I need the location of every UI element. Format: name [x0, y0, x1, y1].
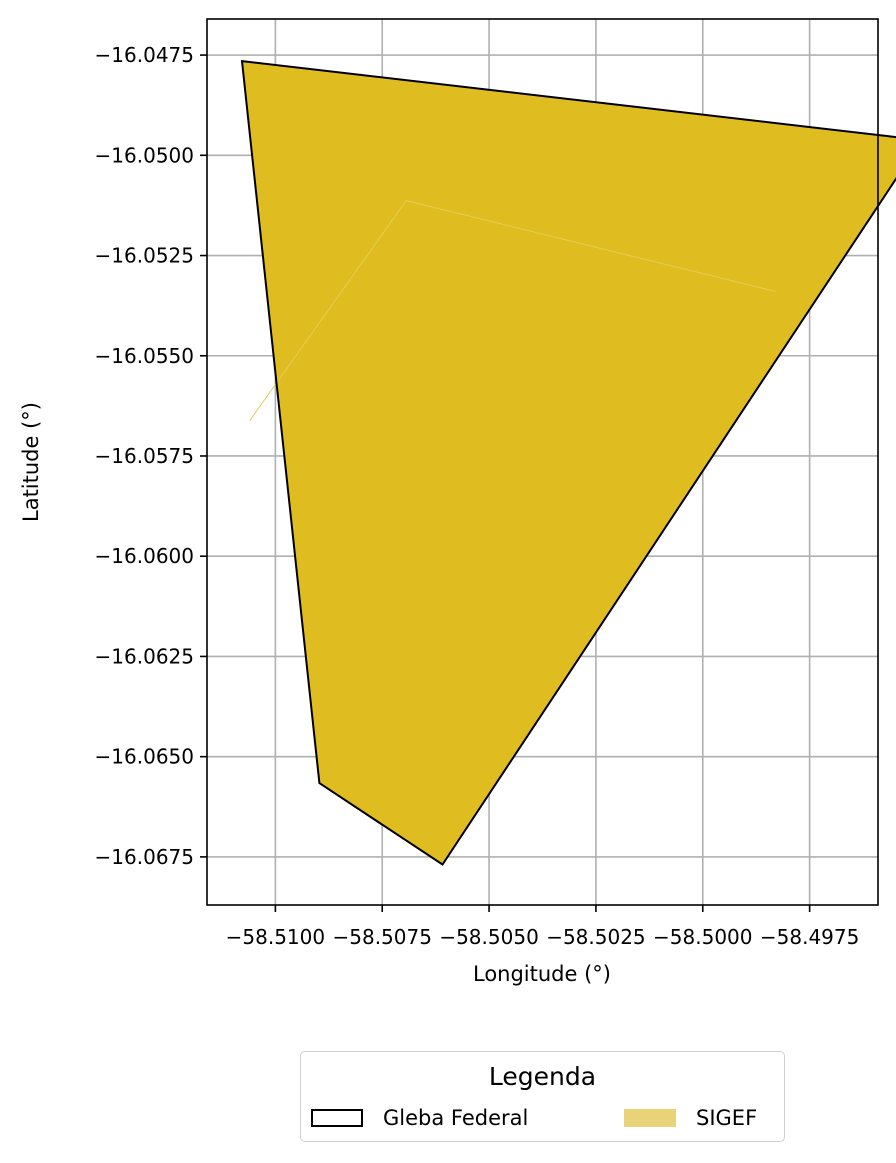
x-tick-label: −58.5050	[439, 925, 538, 949]
x-tick-label: −58.5025	[546, 925, 645, 949]
y-tick-label: −16.0550	[95, 344, 194, 368]
y-tick-label: −16.0500	[95, 143, 194, 167]
x-tick-label: −58.4975	[760, 925, 859, 949]
legend-label-gleba-federal: Gleba Federal	[383, 1106, 529, 1130]
legend-label-sigef: SIGEF	[696, 1106, 758, 1130]
y-axis-label: Latitude (°)	[19, 402, 43, 522]
y-tick-label: −16.0625	[95, 644, 194, 668]
gleba-federal-outline	[240, 59, 896, 866]
x-tick-label: −58.5000	[653, 925, 752, 949]
legend: Legenda Gleba Federal SIGEF	[300, 1051, 785, 1142]
y-tick-label: −16.0575	[95, 444, 194, 468]
axes-frame	[206, 18, 879, 906]
y-tick-label: −16.0600	[95, 544, 194, 568]
x-tick-label: −58.5075	[332, 925, 431, 949]
y-tick-label: −16.0650	[95, 745, 194, 769]
ticks: −58.5100 −58.5075 −58.5050 −58.5025 −58.5000…	[95, 43, 860, 949]
y-tick-label: −16.0525	[95, 244, 194, 268]
x-axis-label: Longitude (°)	[473, 962, 611, 986]
legend-item-gleba-federal: Gleba Federal	[311, 1106, 528, 1130]
legend-item-sigef: SIGEF	[624, 1106, 757, 1130]
legend-title: Legenda	[488, 1062, 597, 1091]
x-tick-label: −58.5100	[226, 925, 325, 949]
y-tick-label: −16.0675	[95, 845, 194, 869]
legend-swatch-fill	[624, 1109, 676, 1127]
legend-swatch-outline	[311, 1109, 363, 1127]
map-layers	[240, 59, 896, 866]
sigef-inner-outline	[249, 200, 777, 421]
sigef-polygon	[242, 61, 896, 865]
y-tick-label: −16.0475	[95, 43, 194, 67]
